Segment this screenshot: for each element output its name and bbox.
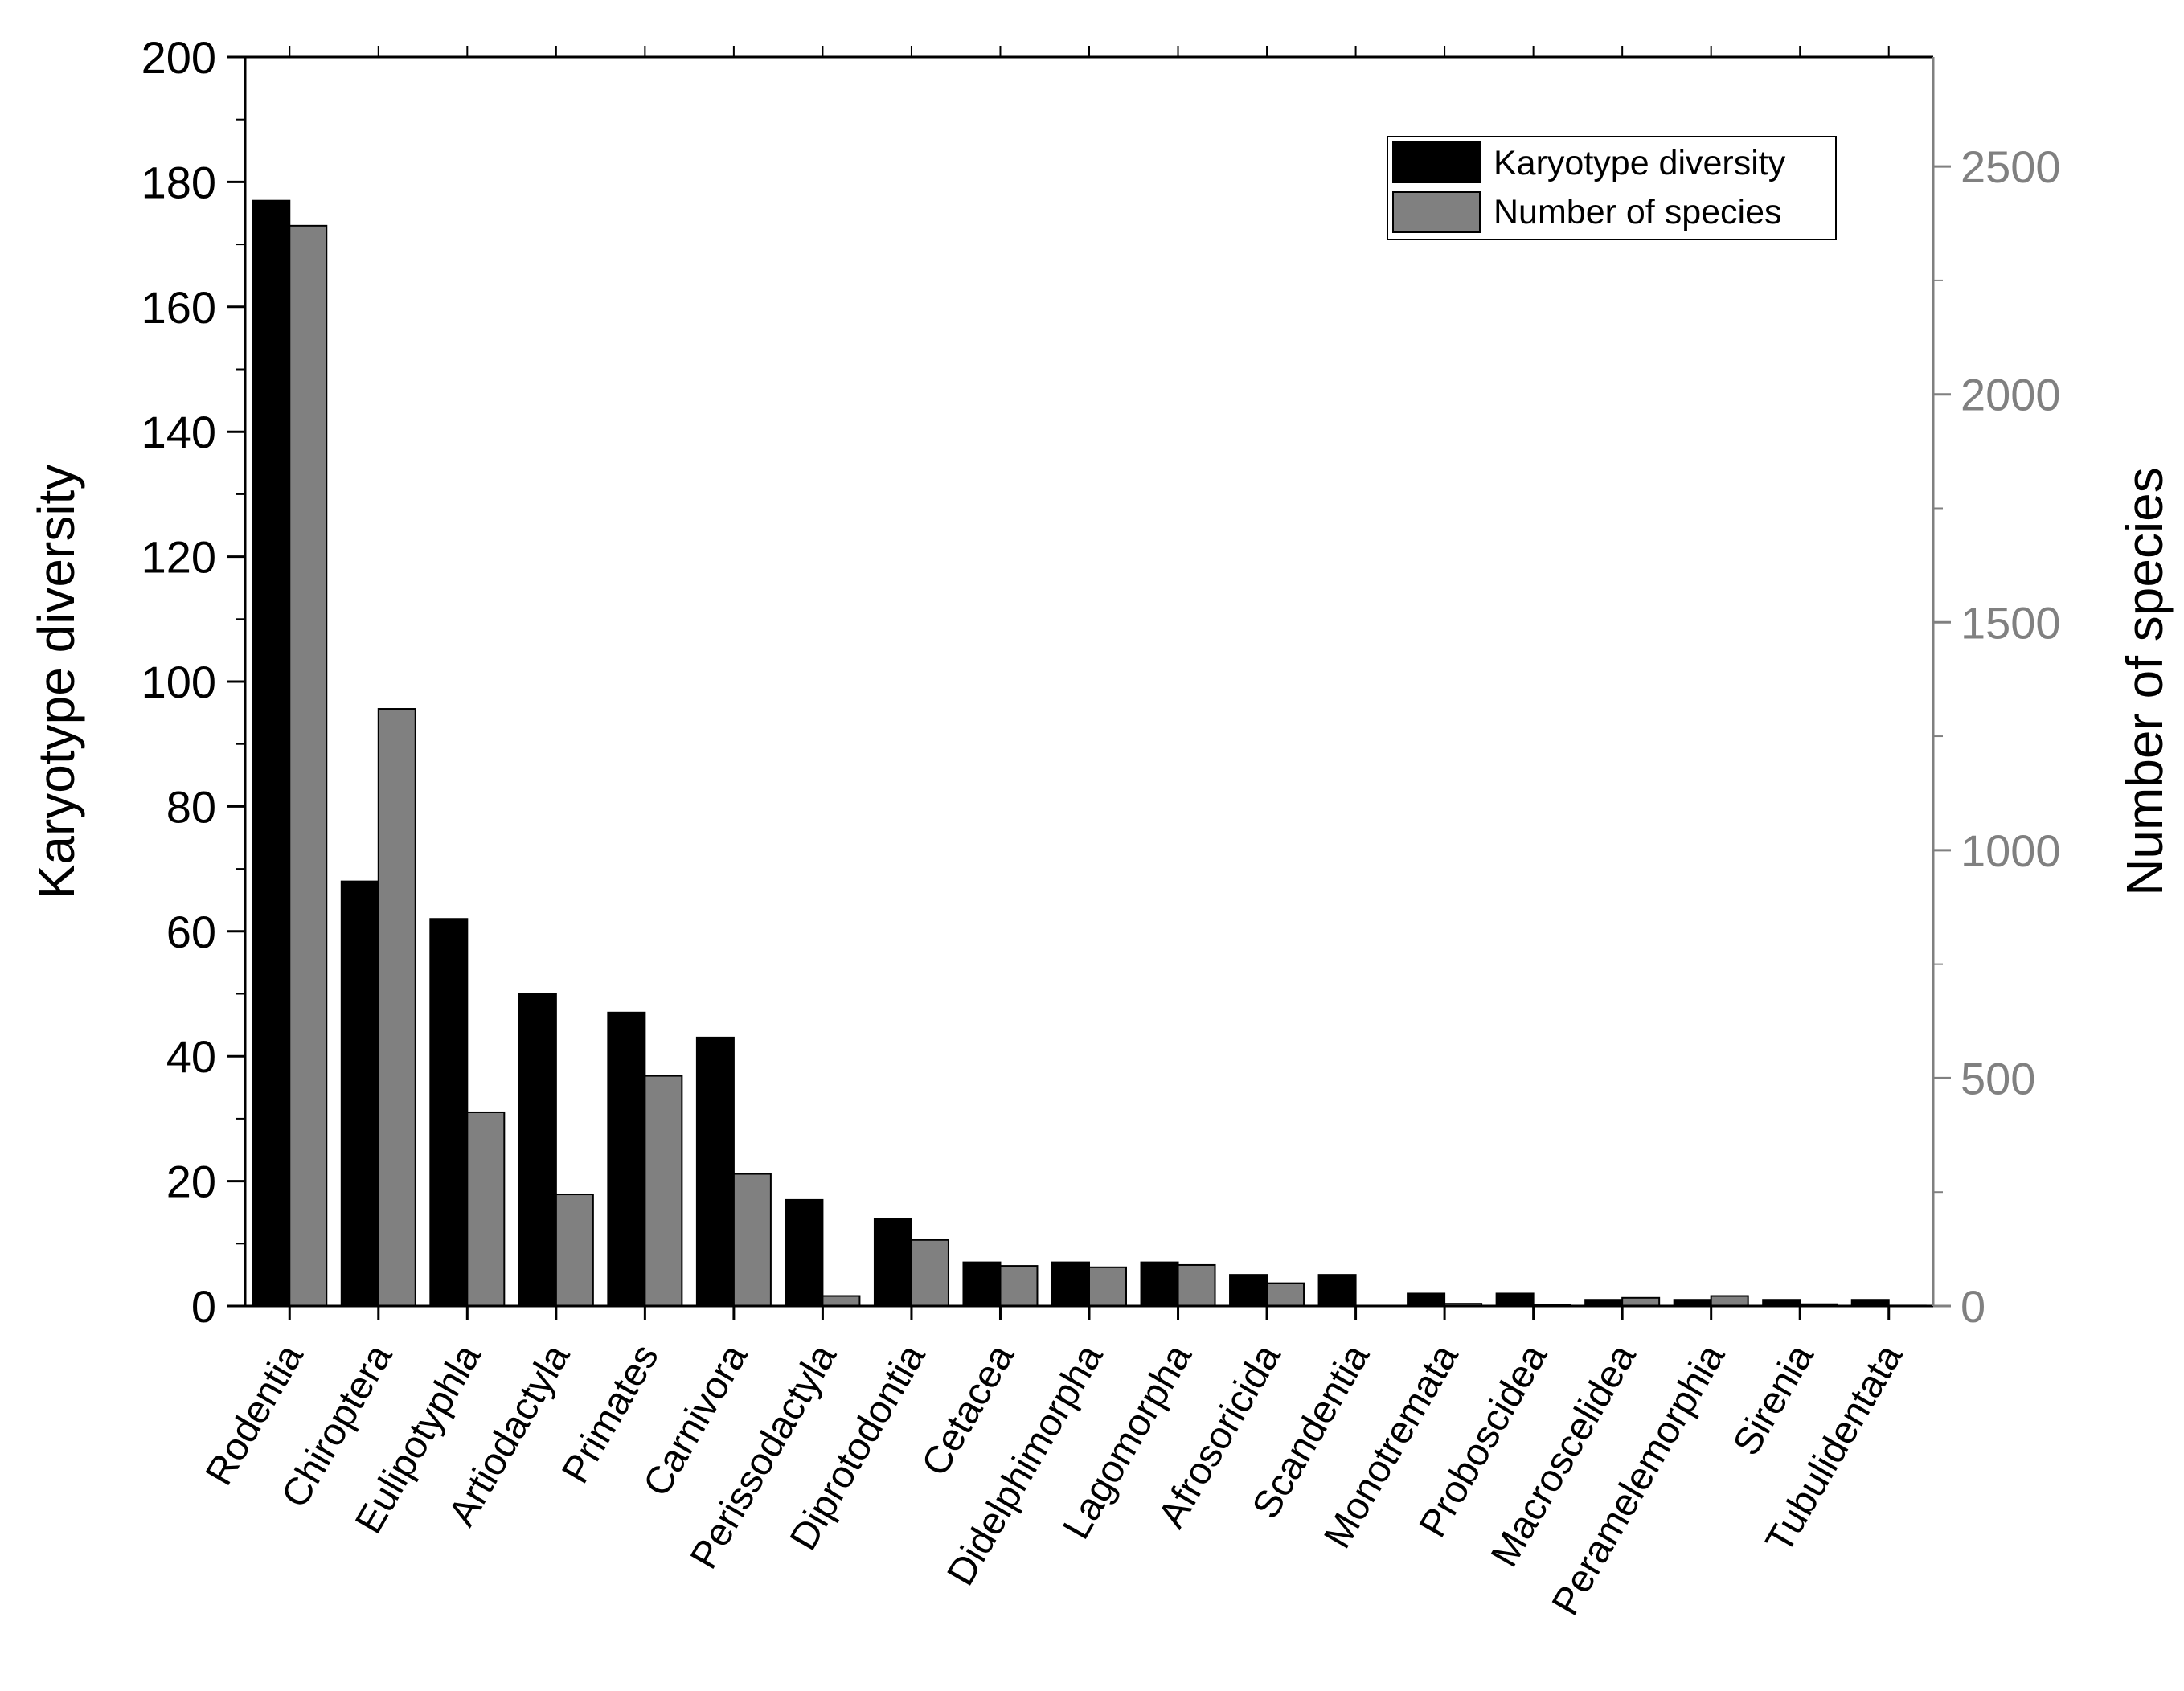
legend-label-number-of-species: Number of species [1494, 193, 1782, 231]
bar-number-of-species-eulipotyphla [466, 1111, 506, 1307]
right-tick-label: 0 [1961, 1281, 1985, 1332]
bar-number-of-species-rodentia [289, 224, 328, 1308]
bar-number-of-species-perissodactyla [822, 1295, 861, 1307]
left-tick-label: 0 [191, 1281, 216, 1332]
bar-karyotype-diversity-carnivora [695, 1036, 735, 1307]
right-ticks: 0 500 1000 1500 2000 2500 [1933, 141, 2061, 1332]
bar-number-of-species-diprotodontia [910, 1239, 949, 1308]
left-tick-label: 20 [166, 1157, 216, 1207]
legend: Karyotype diversity Number of species [1387, 136, 1837, 240]
left-tick-label: 200 [141, 32, 216, 83]
bar-number-of-species-artiodactyla [555, 1194, 594, 1308]
bar-number-of-species-primates [644, 1075, 683, 1308]
bar-karyotype-diversity-primates [607, 1011, 646, 1308]
bar-karyotype-diversity-diprotodontia [873, 1218, 912, 1307]
x-ticks: RodentiaChiropteraEulipotyphlaArtiodacty… [198, 1306, 1911, 1623]
bar-number-of-species-afrosoricida [1266, 1282, 1305, 1307]
left-ticks: 0 20 40 60 80 100 120 140 160 180 200 [141, 32, 245, 1332]
bar-number-of-species-chiroptera [377, 708, 416, 1307]
bar-karyotype-diversity-perissodactyla [785, 1198, 824, 1308]
right-tick-label: 500 [1961, 1053, 2035, 1103]
y-axis-title: Karyotype diversity [27, 465, 85, 899]
bar-number-of-species-lagomorpha [1177, 1263, 1216, 1307]
bar-karyotype-diversity-artiodactyla [518, 993, 557, 1307]
left-tick-label: 140 [141, 407, 216, 457]
left-tick-label: 80 [166, 781, 216, 832]
legend-label-karyotype-diversity: Karyotype diversity [1494, 144, 1786, 182]
bar-karyotype-diversity-monotremata [1407, 1292, 1446, 1307]
bars-layer [252, 199, 1927, 1308]
left-tick-label: 160 [141, 282, 216, 333]
bar-number-of-species-cetacea [999, 1265, 1039, 1307]
right-tick-label: 2000 [1961, 370, 2061, 420]
legend-swatch-karyotype-diversity [1392, 141, 1481, 183]
left-tick-label: 100 [141, 657, 216, 707]
bar-number-of-species-macroscelidea [1621, 1296, 1661, 1308]
bar-number-of-species-didelphimorpha [1088, 1266, 1127, 1308]
left-tick-label: 120 [141, 532, 216, 583]
y2-axis-title: Number of species [2116, 467, 2174, 896]
bar-karyotype-diversity-proboscidea [1495, 1292, 1535, 1307]
right-tick-label: 2500 [1961, 141, 2061, 192]
bar-karyotype-diversity-afrosoricida [1229, 1274, 1268, 1308]
bar-karyotype-diversity-lagomorpha [1140, 1261, 1179, 1307]
bar-karyotype-diversity-rodentia [252, 199, 291, 1308]
left-tick-label: 180 [141, 157, 216, 207]
bar-karyotype-diversity-didelphimorpha [1051, 1261, 1090, 1307]
bar-karyotype-diversity-eulipotyphla [429, 918, 469, 1307]
bar-number-of-species-peramelemorphia [1710, 1295, 1749, 1307]
bar-karyotype-diversity-scandentia [1317, 1274, 1357, 1308]
left-tick-label: 40 [166, 1031, 216, 1082]
legend-swatch-number-of-species [1392, 191, 1481, 233]
bar-number-of-species-carnivora [732, 1173, 772, 1307]
right-tick-label: 1500 [1961, 597, 2061, 648]
left-tick-label: 60 [166, 907, 216, 957]
x-tick-label-sirenia: Sirenia [1725, 1337, 1822, 1463]
bar-karyotype-diversity-cetacea [962, 1261, 1002, 1307]
right-tick-label: 1000 [1961, 825, 2061, 876]
bar-karyotype-diversity-chiroptera [340, 880, 379, 1307]
